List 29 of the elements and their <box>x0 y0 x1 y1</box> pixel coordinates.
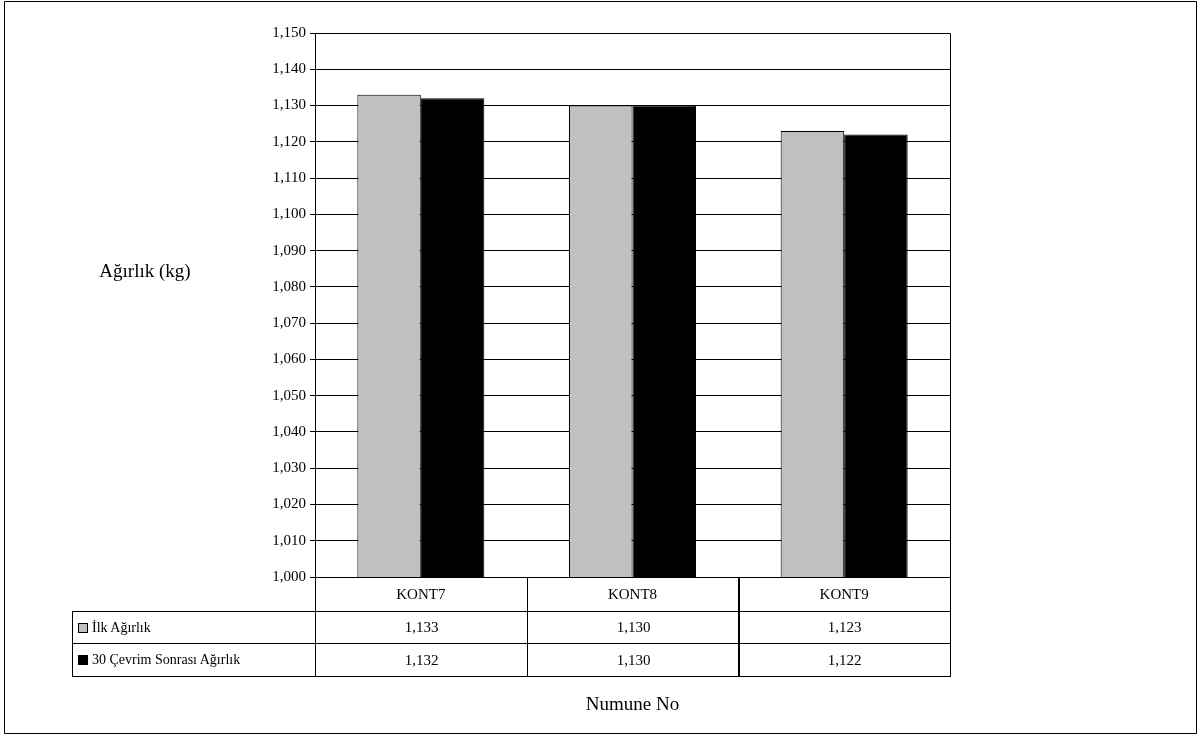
y-tick-label: 1,100 <box>272 205 306 222</box>
y-tick-label: 1,070 <box>272 314 306 331</box>
data-label: 1,132 <box>315 643 528 677</box>
y-tick-label: 1,150 <box>272 23 306 40</box>
y-tick-label: 1,020 <box>272 495 306 512</box>
legend-label: İlk Ağırlık <box>72 611 316 644</box>
y-tick-label: 1,050 <box>272 386 306 403</box>
y-tick-label: 1,010 <box>272 531 306 548</box>
y-tick-label: 1,130 <box>272 96 306 113</box>
y-tick-label: 1,030 <box>272 459 306 476</box>
data-label: 1,130 <box>527 643 740 677</box>
y-tick-label: 1,040 <box>272 422 306 439</box>
x-tick-label: KONT8 <box>607 585 658 602</box>
y-tick-label: 1,080 <box>272 277 306 294</box>
legend-label: 30 Çevrim Sonrası Ağırlık <box>72 643 316 677</box>
data-label: 1,122 <box>738 643 951 677</box>
y-tick-label: 1,000 <box>272 567 306 584</box>
y-tick-label: 1,140 <box>272 60 306 77</box>
y-tick-label: 1,060 <box>272 350 306 367</box>
data-label: 1,130 <box>527 611 740 644</box>
data-label: 1,123 <box>738 611 951 644</box>
x-axis-title: Numune No <box>585 692 680 714</box>
y-tick-label: 1,120 <box>272 132 306 149</box>
y-axis-title: Ağırlık (kg) <box>99 259 191 282</box>
data-label: 1,133 <box>315 611 528 644</box>
x-tick-label: KONT7 <box>396 585 446 602</box>
y-tick-label: 1,090 <box>272 241 306 258</box>
x-tick-label: KONT9 <box>819 585 869 602</box>
y-tick-label: 1,110 <box>272 169 306 185</box>
